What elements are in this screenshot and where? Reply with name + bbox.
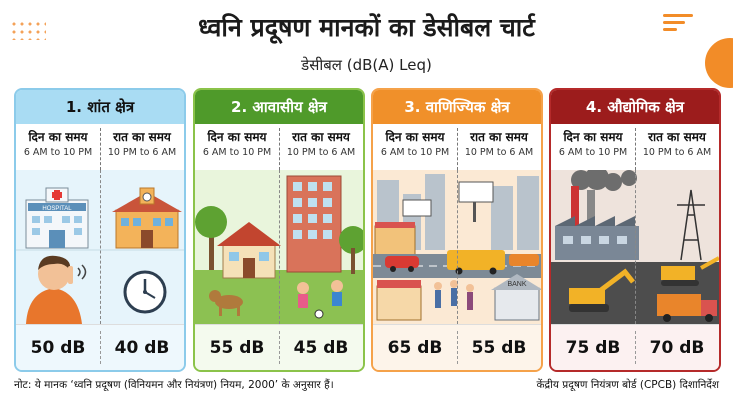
day-limit: 55 dB (209, 337, 265, 358)
industrial-zone-illustration (551, 170, 719, 324)
day-label: दिन का समय (563, 130, 623, 144)
car-icon (385, 256, 419, 272)
night-label: रात का समय (470, 130, 528, 144)
night-period: रात का समय 10 PM to 6 AM (100, 124, 184, 170)
time-periods: दिन का समय 6 AM to 10 PM रात का समय 10 P… (16, 124, 184, 170)
person-shushing-icon (26, 255, 87, 324)
night-label: रात का समय (113, 130, 171, 144)
night-label: रात का समय (648, 130, 706, 144)
zone-card-commercial: 3. वाणिज्यिक क्षेत्र दिन का समय 6 AM to … (371, 88, 543, 372)
zone-title: 4. औद्योगिक क्षेत्र (551, 90, 719, 124)
night-period: रात का समय 10 PM to 6 AM (457, 124, 541, 170)
house-icon (217, 222, 281, 279)
tree-icon (195, 206, 363, 274)
page-subtitle: डेसीबल (dB(A) Leq) (301, 56, 432, 74)
billboard-icon (402, 181, 494, 222)
day-period: दिन का समय 6 AM to 10 PM (16, 124, 100, 170)
decibel-limits: 75 dB 70 dB (551, 324, 719, 370)
time-periods: दिन का समय 6 AM to 10 PM रात का समय 10 P… (195, 124, 363, 170)
pedestrians-icon (434, 280, 474, 310)
decibel-limits: 55 dB 45 dB (195, 324, 363, 370)
night-limit: 40 dB (114, 337, 170, 358)
power-tower-icon (677, 189, 705, 261)
night-period: रात का समय 10 PM to 6 AM (635, 124, 719, 170)
zone-title: 2. आवासीय क्षेत्र (195, 90, 363, 124)
day-label: दिन का समय (207, 130, 267, 144)
zone-card-residential: 2. आवासीय क्षेत्र दिन का समय 6 AM to 10 … (193, 88, 365, 372)
day-limit: 50 dB (30, 337, 86, 358)
apartment-building-icon (286, 175, 342, 273)
decibel-limits: 50 dB 40 dB (16, 324, 184, 370)
zone-title: 1. शांत क्षेत्र (16, 90, 184, 124)
time-periods: दिन का समय 6 AM to 10 PM रात का समय 10 P… (373, 124, 541, 170)
decorative-lines (663, 14, 693, 35)
market-shop-icon (376, 280, 422, 321)
decorative-dots (10, 20, 46, 40)
bulldozer-icon (661, 256, 719, 286)
day-hours: 6 AM to 10 PM (380, 147, 450, 158)
day-label: दिन का समय (28, 130, 88, 144)
footer-note: नोट: ये मानक ‘ध्वनि प्रदूषण (विनियमन और … (14, 379, 334, 391)
commercial-zone-illustration: BANK (373, 170, 541, 324)
night-hours: 10 PM to 6 AM (464, 147, 534, 158)
day-hours: 6 AM to 10 PM (558, 147, 628, 158)
night-label: रात का समय (292, 130, 350, 144)
night-hours: 10 PM to 6 AM (642, 147, 712, 158)
school-icon (112, 187, 182, 249)
time-periods: दिन का समय 6 AM to 10 PM रात का समय 10 P… (551, 124, 719, 170)
excavator-icon (569, 268, 635, 312)
night-limit: 45 dB (293, 337, 349, 358)
zone-card-silence: 1. शांत क्षेत्र दिन का समय 6 AM to 10 PM… (14, 88, 186, 372)
page-title: ध्वनि प्रदूषण मानकों का डेसीबल चार्ट (198, 13, 535, 42)
bank-icon: BANK (491, 274, 541, 321)
silence-zone-illustration: HOSPITAL (16, 170, 184, 324)
night-limit: 55 dB (471, 337, 527, 358)
factory-icon (555, 186, 639, 260)
hospital-icon: HOSPITAL (25, 187, 89, 249)
night-hours: 10 PM to 6 AM (286, 147, 356, 158)
hospital-sign: HOSPITAL (42, 206, 72, 212)
bank-sign: BANK (507, 281, 526, 288)
smoke-icon (571, 170, 637, 191)
night-period: रात का समय 10 PM to 6 AM (279, 124, 363, 170)
day-period: दिन का समय 6 AM to 10 PM (373, 124, 457, 170)
day-hours: 6 AM to 10 PM (202, 147, 272, 158)
zone-card-industrial: 4. औद्योगिक क्षेत्र दिन का समय 6 AM to 1… (549, 88, 721, 372)
day-limit: 75 dB (565, 337, 621, 358)
clock-icon (123, 270, 167, 314)
night-limit: 70 dB (649, 337, 705, 358)
day-hours: 6 AM to 10 PM (23, 147, 93, 158)
day-period: दिन का समय 6 AM to 10 PM (195, 124, 279, 170)
footer-source: केंद्रीय प्रदूषण नियंत्रण बोर्ड (CPCB) द… (536, 379, 719, 391)
decibel-limits: 65 dB 55 dB (373, 324, 541, 370)
night-hours: 10 PM to 6 AM (107, 147, 177, 158)
day-limit: 65 dB (387, 337, 443, 358)
residential-zone-illustration (195, 170, 363, 324)
zone-title: 3. वाणिज्यिक क्षेत्र (373, 90, 541, 124)
shop-icon (374, 222, 416, 257)
children-playing-icon (297, 280, 343, 319)
day-period: दिन का समय 6 AM to 10 PM (551, 124, 635, 170)
dump-truck-icon (657, 294, 717, 322)
day-label: दिन का समय (385, 130, 445, 144)
dog-icon (209, 290, 243, 316)
